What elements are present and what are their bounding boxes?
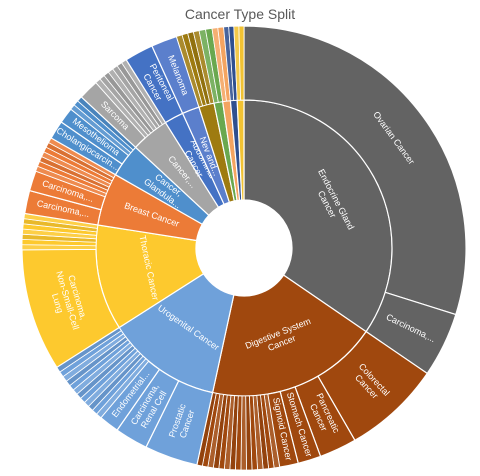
chart-title: Cancer Type Split	[184, 6, 296, 22]
center-hole	[196, 200, 292, 296]
outer-sliver	[238, 25, 245, 101]
outer-segment-ovarian-cancer	[243, 25, 467, 316]
